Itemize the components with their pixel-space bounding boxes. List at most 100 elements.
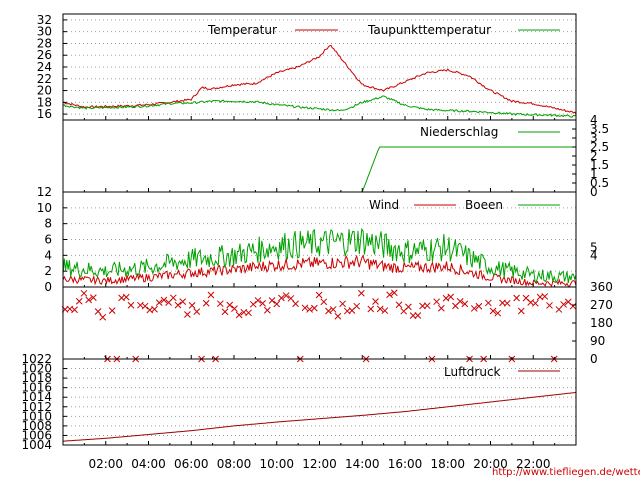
y-tick-label: 1018 <box>21 371 52 385</box>
wind-direction-point <box>414 312 422 319</box>
y-tick-label: 1 <box>590 167 598 181</box>
x-tick-label: 14:00 <box>345 457 380 471</box>
y-tick-label: 90 <box>590 334 605 348</box>
wind-direction-point <box>202 299 210 307</box>
legend-temperatur-label: Temperatur <box>207 23 277 37</box>
y-tick-label: 1022 <box>21 352 52 366</box>
y-tick-label: 22 <box>37 72 52 86</box>
y-tick-label: 0 <box>590 185 598 199</box>
wind-direction-point <box>127 301 135 309</box>
wind-direction-point <box>268 297 276 304</box>
wind-direction-point <box>108 307 116 315</box>
wind-direction-point <box>325 307 332 315</box>
y-tick-label: 28 <box>37 36 52 50</box>
wind-direction-point <box>80 289 88 297</box>
y-tick-label: 3.5 <box>590 122 609 136</box>
wind-direction-point <box>287 295 295 302</box>
wind-direction-point <box>329 306 337 313</box>
wind-direction-point <box>306 306 314 313</box>
wind-direction-point <box>245 309 252 317</box>
wind-direction-point <box>221 308 229 316</box>
x-tick-label: 12:00 <box>302 457 337 471</box>
wind-direction-point <box>405 303 412 311</box>
y-tick-label: 4 <box>590 113 598 127</box>
y-tick-label: 12 <box>37 185 52 199</box>
x-tick-label: 02:00 <box>88 457 123 471</box>
wind-direction-point <box>193 308 201 315</box>
wind-direction-point <box>442 294 450 302</box>
wind-direction-point <box>390 289 398 297</box>
wind-direction-points <box>61 289 577 363</box>
wind-direction-point <box>254 297 262 304</box>
y-tick-label: 4 <box>44 248 52 262</box>
wind-direction-point <box>541 293 549 300</box>
wind-direction-point <box>334 312 342 320</box>
x-tick-label: 16:00 <box>388 457 423 471</box>
y-tick-label: 30 <box>37 25 52 39</box>
legend-wind-label: Wind <box>369 198 399 212</box>
wind-direction-point <box>75 297 83 305</box>
y-tick-label: 360 <box>590 280 613 294</box>
y-tick-label: 8 <box>44 217 52 231</box>
y-tick-label: 0.5 <box>590 176 609 190</box>
series-line-taupunkttemperatur <box>62 95 577 118</box>
wind-direction-point <box>155 299 163 306</box>
y-tick-label: 2 <box>590 149 598 163</box>
wind-direction-point <box>395 301 403 309</box>
wind-direction-point <box>141 302 149 310</box>
y2-tick-label: 4 <box>590 248 598 262</box>
wind-direction-point <box>94 308 102 315</box>
wind-direction-point <box>367 305 375 313</box>
wind-direction-point <box>461 300 469 308</box>
x-tick-label: 20:00 <box>473 457 508 471</box>
wind-direction-point <box>376 305 384 313</box>
y-tick-label: 1006 <box>21 428 52 442</box>
wind-direction-point <box>235 311 243 319</box>
wind-direction-point <box>489 307 497 315</box>
y-tick-label: 2 <box>44 264 52 278</box>
wind-direction-panel-frame <box>62 286 577 360</box>
series-line-temperatur <box>62 44 577 115</box>
y-tick-label: 10 <box>37 201 52 215</box>
wind-direction-point <box>259 300 266 307</box>
y-tick-label: 1016 <box>21 381 52 395</box>
wind-direction-point <box>485 299 492 307</box>
wind-direction-point <box>249 300 257 308</box>
wind-direction-point <box>301 304 309 312</box>
y-tick-label: 3 <box>590 131 598 145</box>
legend-taupunkt-label: Taupunkttemperatur <box>367 23 491 37</box>
y-tick-label: 1.5 <box>590 158 609 172</box>
wind-direction-point <box>226 301 234 309</box>
wind-direction-point <box>160 296 168 304</box>
wind-direction-point <box>263 306 271 314</box>
wind-direction-point <box>470 305 478 312</box>
wind-direction-point <box>381 307 389 315</box>
wind-direction-point <box>184 311 191 318</box>
source-url[interactable]: http://www.tiefliegen.de/wetter/ <box>492 467 640 478</box>
series-layer <box>61 44 577 442</box>
wind-direction-point <box>207 291 215 299</box>
wind-direction-point <box>423 302 431 310</box>
wind-direction-point <box>494 309 502 317</box>
y-tick-label: 1010 <box>21 409 52 423</box>
wind-direction-point <box>456 297 464 305</box>
wind-direction-point <box>174 301 182 309</box>
wind-direction-point <box>315 291 323 299</box>
y-tick-label: 1008 <box>21 419 52 433</box>
y2-tick-label: 5 <box>590 240 598 254</box>
wind-direction-point <box>475 302 483 310</box>
series-line-luftdruck <box>62 391 577 442</box>
y-tick-label: 1014 <box>21 390 52 404</box>
y-tick-label: 270 <box>590 298 613 312</box>
y-tick-label: 180 <box>590 316 613 330</box>
y-tick-label: 24 <box>37 60 52 74</box>
wind-direction-point <box>273 300 281 308</box>
wind-direction-point <box>151 305 158 313</box>
wind-direction-point <box>517 307 525 315</box>
wind-direction-point <box>188 302 196 309</box>
wind-direction-point <box>85 296 93 304</box>
wind-direction-point <box>339 300 346 308</box>
y-tick-label: 1020 <box>21 362 52 376</box>
